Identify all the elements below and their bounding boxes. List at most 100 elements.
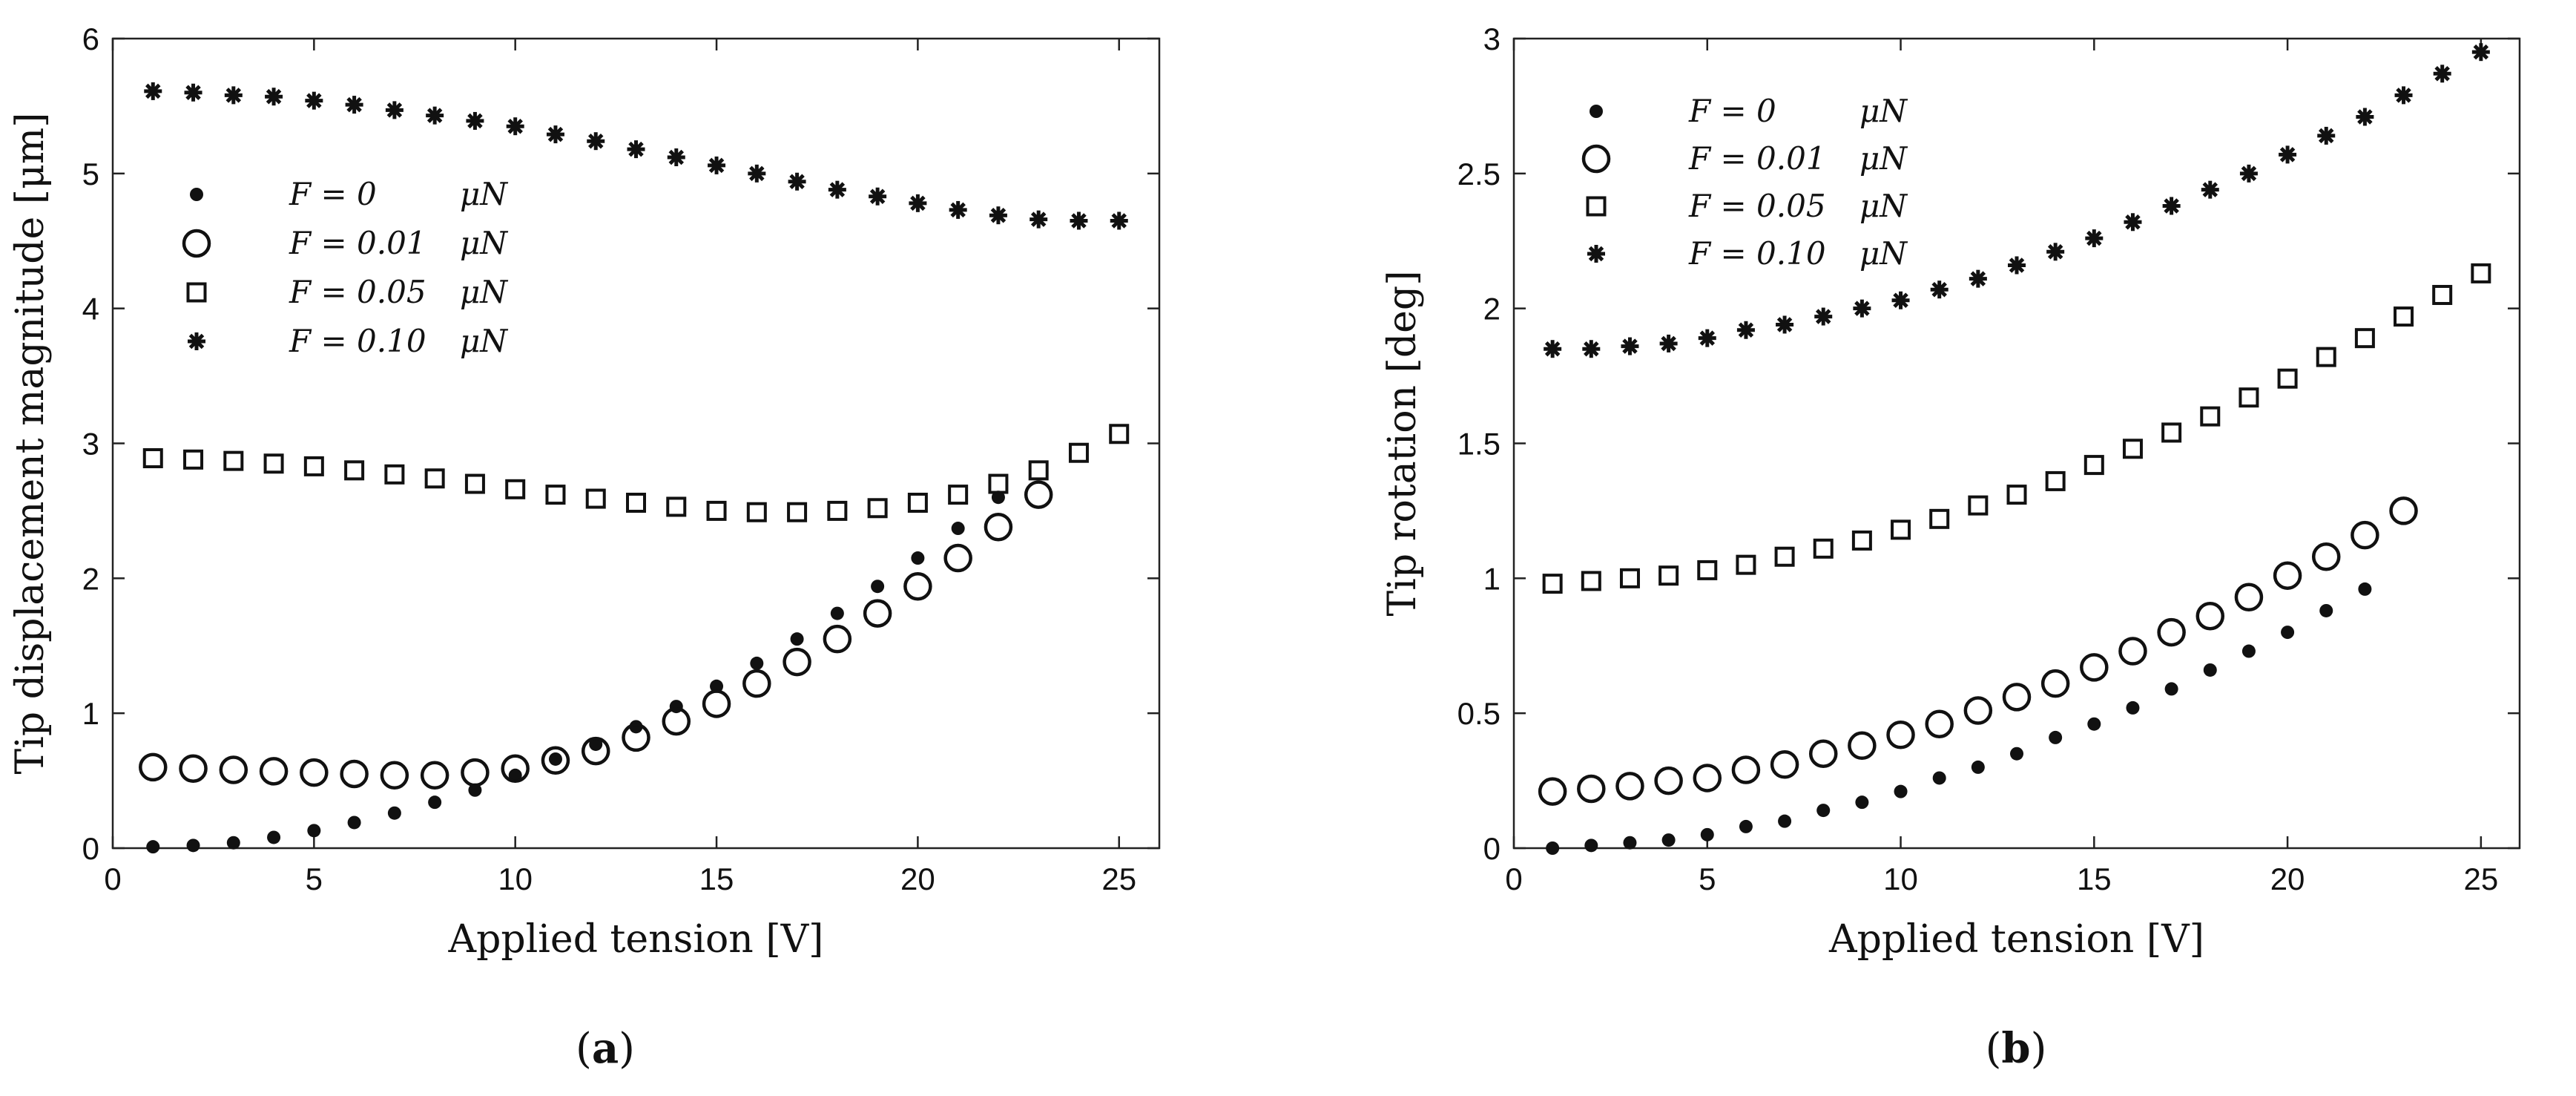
data-point bbox=[1030, 210, 1048, 229]
data-point bbox=[907, 493, 928, 513]
data-point bbox=[585, 488, 606, 509]
data-point bbox=[461, 758, 490, 787]
data-point bbox=[424, 468, 445, 489]
y-tick-label: 2 bbox=[1483, 292, 1501, 326]
data-point bbox=[1932, 771, 1946, 785]
data-point bbox=[1929, 508, 1950, 529]
y-axis-label: Tip rotation [deg] bbox=[1380, 271, 1425, 617]
data-point bbox=[1538, 777, 1567, 806]
data-point bbox=[2358, 582, 2372, 596]
data-point bbox=[2354, 328, 2375, 349]
data-point bbox=[2241, 644, 2256, 658]
data-point bbox=[1816, 804, 1831, 818]
data-point bbox=[2124, 213, 2142, 232]
data-point bbox=[2317, 126, 2336, 145]
data-point bbox=[1700, 827, 1714, 841]
data-point bbox=[380, 761, 409, 790]
data-point bbox=[345, 96, 363, 114]
data-point bbox=[183, 449, 204, 470]
data-point bbox=[142, 448, 163, 469]
data-point bbox=[2279, 145, 2297, 164]
data-point bbox=[662, 706, 691, 736]
data-point bbox=[2394, 306, 2414, 327]
data-point bbox=[505, 479, 526, 499]
data-point bbox=[1891, 291, 1910, 309]
data-point bbox=[984, 512, 1013, 542]
legend: F = 0 μN F = 0.01 μN F = 0.05 μN F = 0.10 μN bbox=[1581, 93, 1908, 272]
data-point bbox=[1963, 696, 1993, 725]
legend-label: F = 0.01 bbox=[1688, 140, 1826, 177]
data-point bbox=[267, 830, 281, 844]
data-point bbox=[508, 768, 522, 782]
data-point bbox=[1774, 546, 1795, 567]
panel-caption: (a) bbox=[576, 1024, 635, 1073]
legend: F = 0 μN F = 0.01 μN F = 0.05 μN F = 0.10 μN bbox=[182, 176, 508, 359]
series-dot bbox=[1546, 582, 2372, 855]
data-point bbox=[2239, 387, 2259, 408]
data-point bbox=[184, 83, 202, 102]
legend-marker bbox=[186, 282, 207, 303]
data-point bbox=[943, 543, 972, 573]
data-point bbox=[863, 599, 892, 628]
data-point bbox=[307, 824, 321, 838]
legend-label: F = 0.10 bbox=[289, 323, 426, 359]
legend-unit: μN bbox=[1859, 235, 1908, 272]
legend-marker bbox=[182, 229, 211, 258]
data-point bbox=[1971, 760, 1985, 774]
legend-unit: μN bbox=[1859, 93, 1908, 129]
data-point bbox=[2433, 65, 2451, 83]
y-tick-label: 0.5 bbox=[1457, 696, 1501, 731]
data-point bbox=[144, 82, 162, 100]
data-point bbox=[139, 752, 168, 782]
y-tick-label: 6 bbox=[82, 22, 99, 56]
x-tick-label: 25 bbox=[2463, 862, 2498, 896]
data-point bbox=[627, 140, 645, 159]
data-point bbox=[951, 522, 965, 536]
data-point bbox=[2087, 717, 2101, 731]
data-point bbox=[823, 624, 852, 654]
data-point bbox=[2273, 561, 2302, 590]
data-point bbox=[626, 493, 646, 513]
data-point bbox=[2040, 669, 2070, 698]
data-point bbox=[949, 200, 967, 219]
data-point bbox=[2045, 470, 2066, 491]
data-point bbox=[1697, 560, 1718, 580]
data-point bbox=[1698, 329, 1716, 347]
data-point bbox=[344, 460, 365, 481]
data-point bbox=[706, 500, 727, 521]
data-point bbox=[2161, 422, 2182, 443]
data-point bbox=[988, 473, 1009, 494]
data-point bbox=[1736, 554, 1756, 575]
data-point bbox=[426, 106, 444, 125]
data-point bbox=[1814, 307, 1833, 326]
x-tick-label: 5 bbox=[306, 862, 323, 896]
data-point bbox=[2195, 601, 2225, 631]
y-tick-label: 0 bbox=[1483, 831, 1501, 866]
data-point bbox=[2126, 700, 2140, 715]
data-point bbox=[1968, 495, 1989, 516]
data-point bbox=[340, 759, 369, 789]
legend-label: F = 0.05 bbox=[1688, 188, 1826, 224]
y-tick-label: 4 bbox=[82, 292, 99, 326]
data-point bbox=[305, 91, 323, 110]
data-point bbox=[2356, 108, 2374, 126]
legend-unit: μN bbox=[460, 323, 508, 359]
series-circle bbox=[1538, 496, 2418, 806]
data-point bbox=[1969, 269, 1987, 288]
data-point bbox=[1778, 814, 1792, 828]
data-point bbox=[224, 86, 243, 105]
data-point bbox=[1808, 739, 1838, 768]
x-tick-label: 5 bbox=[1699, 862, 1716, 896]
data-point bbox=[667, 148, 685, 167]
data-point bbox=[1546, 841, 1560, 855]
data-point bbox=[2083, 455, 2104, 476]
data-point bbox=[2006, 485, 2027, 505]
legend-unit: μN bbox=[1859, 140, 1908, 177]
data-point bbox=[2316, 347, 2336, 367]
data-point bbox=[1582, 340, 1601, 358]
data-point bbox=[2080, 653, 2109, 682]
data-point bbox=[2085, 229, 2104, 248]
panel-caption: (b) bbox=[1986, 1024, 2047, 1073]
legend-marker bbox=[190, 188, 203, 201]
data-point bbox=[428, 795, 442, 810]
